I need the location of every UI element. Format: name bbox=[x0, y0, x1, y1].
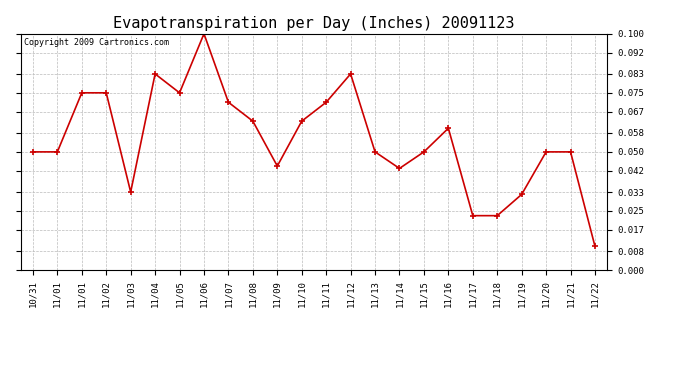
Text: Copyright 2009 Cartronics.com: Copyright 2009 Cartronics.com bbox=[23, 39, 168, 48]
Title: Evapotranspiration per Day (Inches) 20091123: Evapotranspiration per Day (Inches) 2009… bbox=[113, 16, 515, 31]
